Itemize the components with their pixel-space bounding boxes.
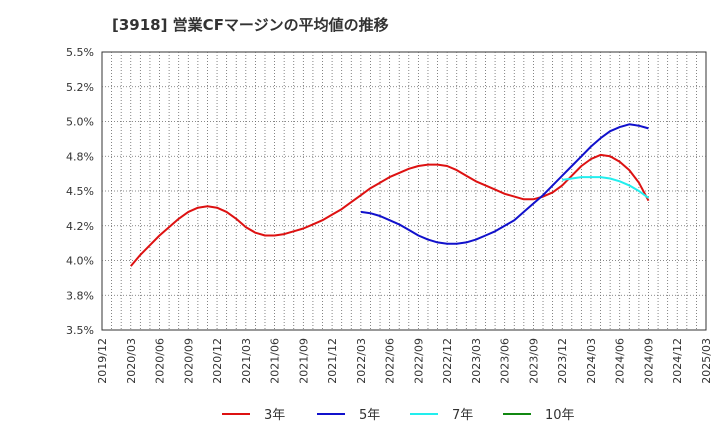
x-tick-label: 2020/03	[125, 338, 138, 384]
series-lines	[130, 123, 650, 267]
series-line-3年	[130, 153, 650, 267]
x-tick-label: 2020/12	[211, 338, 224, 384]
y-tick-label: 5.0%	[66, 116, 94, 129]
series-line-5年	[360, 123, 649, 245]
y-tick-label: 4.2%	[66, 220, 94, 233]
legend-label: 10年	[545, 408, 575, 423]
x-tick-label: 2021/12	[326, 338, 339, 384]
y-tick-label: 4.8%	[66, 150, 94, 163]
x-tick-label: 2025/03	[700, 338, 713, 384]
x-axis: 2019/12 2020/03 2020/06 2020/09 2020/12 2021/…	[96, 338, 713, 384]
x-tick-label: 2023/03	[470, 338, 483, 384]
x-tick-label: 2022/09	[412, 338, 425, 384]
x-tick-label: 2020/09	[182, 338, 195, 384]
x-tick-label: 2023/06	[499, 338, 512, 384]
x-tick-label: 2023/12	[556, 338, 569, 384]
y-tick-label: 4.5%	[66, 185, 94, 198]
series-line-7年	[562, 176, 650, 199]
grid	[102, 52, 706, 330]
x-tick-label: 2023/09	[527, 338, 540, 384]
x-tick-label: 2022/06	[384, 338, 397, 384]
x-tick-label: 2021/03	[240, 338, 253, 384]
x-tick-label: 2024/06	[614, 338, 627, 384]
x-tick-label: 2020/06	[154, 338, 167, 384]
x-tick-label: 2019/12	[96, 338, 109, 384]
legend-label: 7年	[452, 408, 473, 423]
y-tick-label: 3.5%	[66, 324, 94, 337]
x-tick-label: 2024/09	[642, 338, 655, 384]
chart-title: [3918] 営業CFマージンの平均値の推移	[112, 16, 389, 34]
y-axis: 3.5% 3.8% 4.0% 4.2% 4.5% 4.8% 5.0% 5.2% 5.5%	[66, 46, 94, 337]
x-tick-label: 2021/09	[297, 338, 310, 384]
y-tick-label: 5.5%	[66, 46, 94, 59]
plot-area	[101, 51, 707, 331]
legend: 3年 5年 7年 10年	[222, 408, 575, 423]
x-tick-label: 2024/03	[585, 338, 598, 384]
legend-label: 3年	[264, 408, 285, 423]
x-tick-label: 2022/12	[441, 338, 454, 384]
y-tick-label: 3.8%	[66, 289, 94, 302]
legend-label: 5年	[359, 408, 380, 423]
y-tick-label: 4.0%	[66, 255, 94, 268]
x-tick-label: 2024/12	[671, 338, 684, 384]
y-tick-label: 5.2%	[66, 81, 94, 94]
plot-background	[101, 51, 707, 331]
x-tick-label: 2021/06	[269, 338, 282, 384]
x-tick-label: 2022/03	[355, 338, 368, 384]
